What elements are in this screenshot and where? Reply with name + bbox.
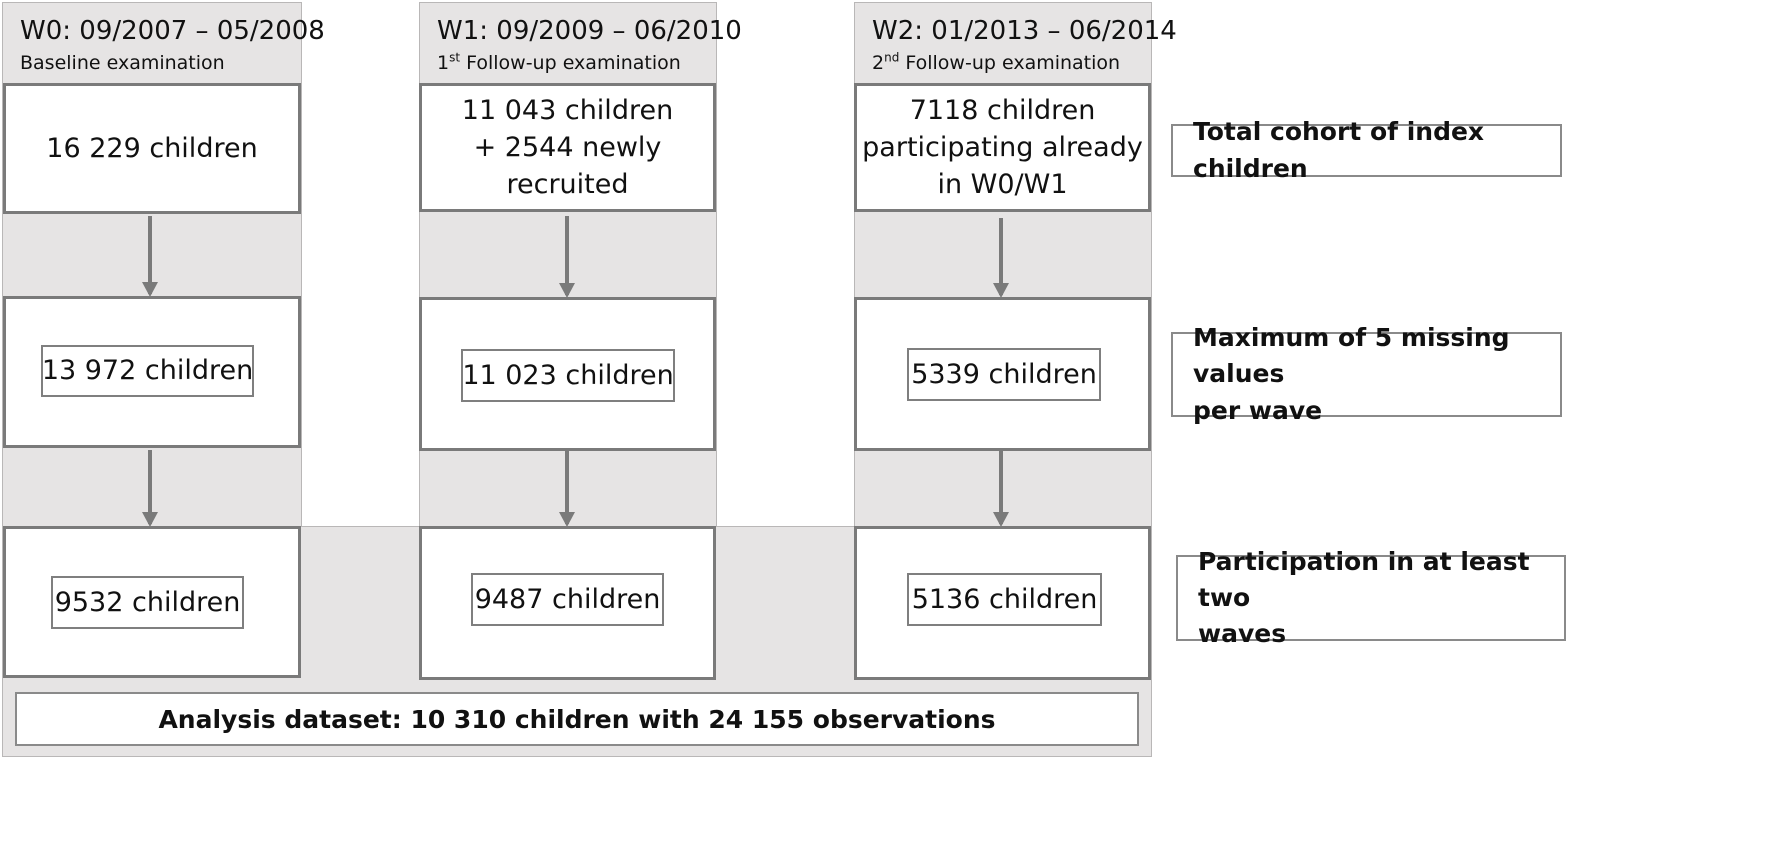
wave1-missing-count: 11 023 children (461, 349, 675, 402)
wave1-participation-box: 9487 children (419, 526, 716, 680)
wave0-participation-count: 9532 children (51, 576, 244, 629)
wave2-participation-count: 5136 children (907, 573, 1102, 626)
wave2-cohort-box: 7118 children participating already in W… (854, 83, 1151, 212)
wave0-missing-box: 13 972 children (3, 296, 301, 448)
wave0-missing-count: 13 972 children (41, 345, 254, 397)
total-cohort-label: Total cohort of index children (1171, 117, 1562, 183)
wave1-subtitle: 1st Follow-up examination (437, 50, 681, 74)
arrowhead-w2-2 (993, 512, 1009, 527)
arrowhead-w2-1 (993, 283, 1009, 298)
missing-values-label: Maximum of 5 missing values per wave (1171, 323, 1562, 425)
wave2-title: W2: 01/2013 – 06/2014 (872, 16, 1177, 46)
wave0-cohort-box: 16 229 children (3, 83, 301, 214)
arrowhead-w0-2 (142, 512, 158, 527)
wave0-header: W0: 09/2007 – 05/2008 Baseline examinati… (2, 2, 325, 84)
participation-line: Participation in at least two (1198, 546, 1530, 612)
wave1-header: W1: 09/2009 – 06/2010 1st Follow-up exam… (419, 2, 742, 84)
wave1-cohort-box: 11 043 children + 2544 newly recruited (419, 83, 716, 212)
participation-line: waves (1198, 619, 1287, 649)
wave2-cohort-line: in W0/W1 (937, 169, 1068, 201)
wave0-subtitle: Baseline examination (20, 52, 225, 74)
wave1-cohort-line: + 2544 newly (473, 131, 662, 163)
wave2-subtitle: 2nd Follow-up examination (872, 50, 1121, 74)
wave0-participation-box: 9532 children (3, 526, 301, 678)
analysis-dataset-box: Analysis dataset: 10 310 children with 2… (15, 692, 1139, 746)
wave2-missing-box: 5339 children (854, 297, 1151, 451)
wave1-cohort-line: 11 043 children (461, 94, 674, 126)
arrowhead-w1-2 (559, 512, 575, 527)
wave1-participation-count: 9487 children (471, 573, 664, 626)
wave0-cohort-line: 16 229 children (46, 132, 258, 164)
arrowhead-w1-1 (559, 283, 575, 298)
wave2-cohort-line: participating already (862, 131, 1143, 163)
wave2-cohort-line: 7118 children (909, 94, 1096, 126)
wave2-participation-box: 5136 children (854, 526, 1151, 680)
arrowhead-w0-1 (142, 282, 158, 297)
missing-values-line: per wave (1193, 395, 1323, 425)
wave1-missing-box: 11 023 children (419, 297, 716, 451)
missing-values-line: Maximum of 5 missing values (1193, 323, 1510, 389)
wave2-missing-count: 5339 children (907, 348, 1101, 401)
wave0-title: W0: 09/2007 – 05/2008 (20, 16, 325, 46)
wave1-title: W1: 09/2009 – 06/2010 (437, 16, 742, 46)
wave1-cohort-line: recruited (506, 169, 629, 201)
participation-label: Participation in at least two waves (1176, 547, 1566, 648)
wave2-header: W2: 01/2013 – 06/2014 2nd Follow-up exam… (854, 2, 1177, 84)
